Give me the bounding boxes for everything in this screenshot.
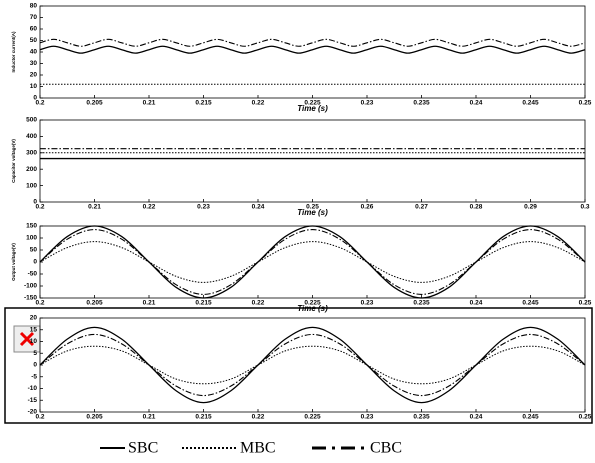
y-tick-label: 20 — [30, 72, 38, 79]
y-tick-label: 10 — [30, 83, 38, 90]
y-tick-label: 30 — [30, 60, 38, 67]
x-tick-label: 0.215 — [195, 414, 212, 421]
x-tick-label: 0.225 — [304, 100, 321, 107]
x-tick-label: 0.21 — [143, 100, 156, 107]
x-axis-label: Time (s) — [297, 208, 328, 217]
legend-label: SBC — [128, 440, 158, 457]
y-tick-label: 500 — [26, 117, 37, 124]
y-tick-label: -10 — [28, 385, 38, 392]
y-tick-label: 5 — [33, 350, 37, 357]
y-axis-label: Inductor current(A) — [11, 31, 16, 73]
x-tick-label: 0.25 — [579, 300, 592, 307]
y-tick-label: 200 — [26, 166, 37, 173]
y-tick-label: -150 — [24, 295, 37, 302]
series-line — [39, 326, 586, 404]
y-tick-label: 15 — [30, 326, 38, 333]
x-tick-label: 0.22 — [252, 100, 265, 107]
x-tick-label: 0.23 — [361, 300, 374, 307]
y-axis-label: Output voltage(V) — [11, 243, 16, 281]
x-axis-label: Time (s) — [297, 304, 328, 313]
x-tick-label: 0.2 — [35, 300, 44, 307]
x-tick-label: 0.205 — [86, 100, 103, 107]
x-tick-label: 0.21 — [88, 204, 101, 211]
x-tick-label: 0.25 — [579, 100, 592, 107]
series-line — [39, 333, 586, 397]
x-tick-label: 0.235 — [413, 414, 430, 421]
plot-area — [39, 317, 586, 413]
y-tick-label: 0 — [33, 362, 37, 369]
y-tick-label: 70 — [30, 14, 38, 21]
x-tick-label: 0.225 — [304, 300, 321, 307]
y-tick-label: -5 — [31, 373, 37, 380]
y-tick-label: -100 — [24, 283, 37, 290]
frame — [4, 307, 593, 424]
x-tick-label: 0.21 — [143, 414, 156, 421]
x-tick-label: 0.23 — [197, 204, 210, 211]
x-tick-label: 0.23 — [361, 100, 374, 107]
x-tick-label: 0.22 — [252, 300, 265, 307]
y-tick-label: 10 — [30, 338, 38, 345]
x-tick-label: 0.3 — [580, 204, 589, 211]
series-line — [39, 45, 586, 54]
y-tick-label: 0 — [33, 259, 37, 266]
plot-area — [39, 119, 586, 203]
x-tick-label: 0.215 — [195, 300, 212, 307]
x-tick-label: 0.26 — [361, 204, 374, 211]
x-tick-label: 0.25 — [306, 204, 319, 211]
x-tick-label: 0.235 — [413, 300, 430, 307]
series-line — [39, 345, 586, 385]
x-tick-label: 0.245 — [522, 100, 539, 107]
x-tick-label: 0.2 — [35, 204, 44, 211]
x-tick-label: 0.21 — [143, 300, 156, 307]
legend-label: CBC — [370, 440, 402, 457]
x-tick-label: 0.225 — [304, 414, 321, 421]
x-tick-label: 0.25 — [579, 414, 592, 421]
x-tick-label: 0.24 — [470, 414, 483, 421]
y-tick-label: 100 — [26, 235, 37, 242]
series-line — [39, 225, 586, 299]
x-tick-label: 0.205 — [86, 414, 103, 421]
x-tick-label: 0.23 — [361, 414, 374, 421]
y-tick-label: 80 — [30, 3, 38, 10]
x-tick-label: 0.205 — [86, 300, 103, 307]
x-tick-label: 0.24 — [470, 100, 483, 107]
x-tick-label: 0.27 — [415, 204, 428, 211]
y-tick-label: -15 — [28, 397, 38, 404]
x-tick-label: 0.245 — [522, 300, 539, 307]
x-tick-label: 0.2 — [35, 100, 44, 107]
legend-label: MBC — [240, 440, 276, 457]
y-tick-label: 40 — [30, 49, 38, 56]
x-tick-label: 0.29 — [524, 204, 537, 211]
x-tick-label: 0.22 — [143, 204, 156, 211]
y-axis-label: Capacitor voltage(V) — [11, 139, 16, 183]
x-tick-label: 0.24 — [470, 300, 483, 307]
x-axis-label: Time (s) — [297, 104, 328, 113]
y-tick-label: 60 — [30, 26, 38, 33]
x-tick-label: 0.2 — [35, 414, 44, 421]
series-line — [39, 241, 586, 283]
x-tick-label: 0.28 — [470, 204, 483, 211]
y-tick-label: 300 — [26, 150, 37, 157]
y-tick-label: -50 — [28, 271, 38, 278]
x-tick-label: 0.215 — [195, 100, 212, 107]
y-tick-label: -20 — [28, 409, 38, 416]
series-line — [39, 38, 586, 47]
y-tick-label: 0 — [33, 199, 37, 206]
y-tick-label: 400 — [26, 133, 37, 140]
broken-image-icon — [13, 325, 41, 353]
series-line — [39, 229, 586, 295]
x-tick-label: 0.24 — [252, 204, 265, 211]
x-tick-label: 0.245 — [522, 414, 539, 421]
x-tick-label: 0.22 — [252, 414, 265, 421]
y-tick-label: 150 — [26, 223, 37, 230]
y-tick-label: 0 — [33, 95, 37, 102]
x-tick-label: 0.235 — [413, 100, 430, 107]
y-tick-label: 20 — [30, 315, 38, 322]
y-tick-label: 50 — [30, 247, 38, 254]
y-tick-label: 100 — [26, 182, 37, 189]
y-tick-label: 50 — [30, 37, 38, 44]
